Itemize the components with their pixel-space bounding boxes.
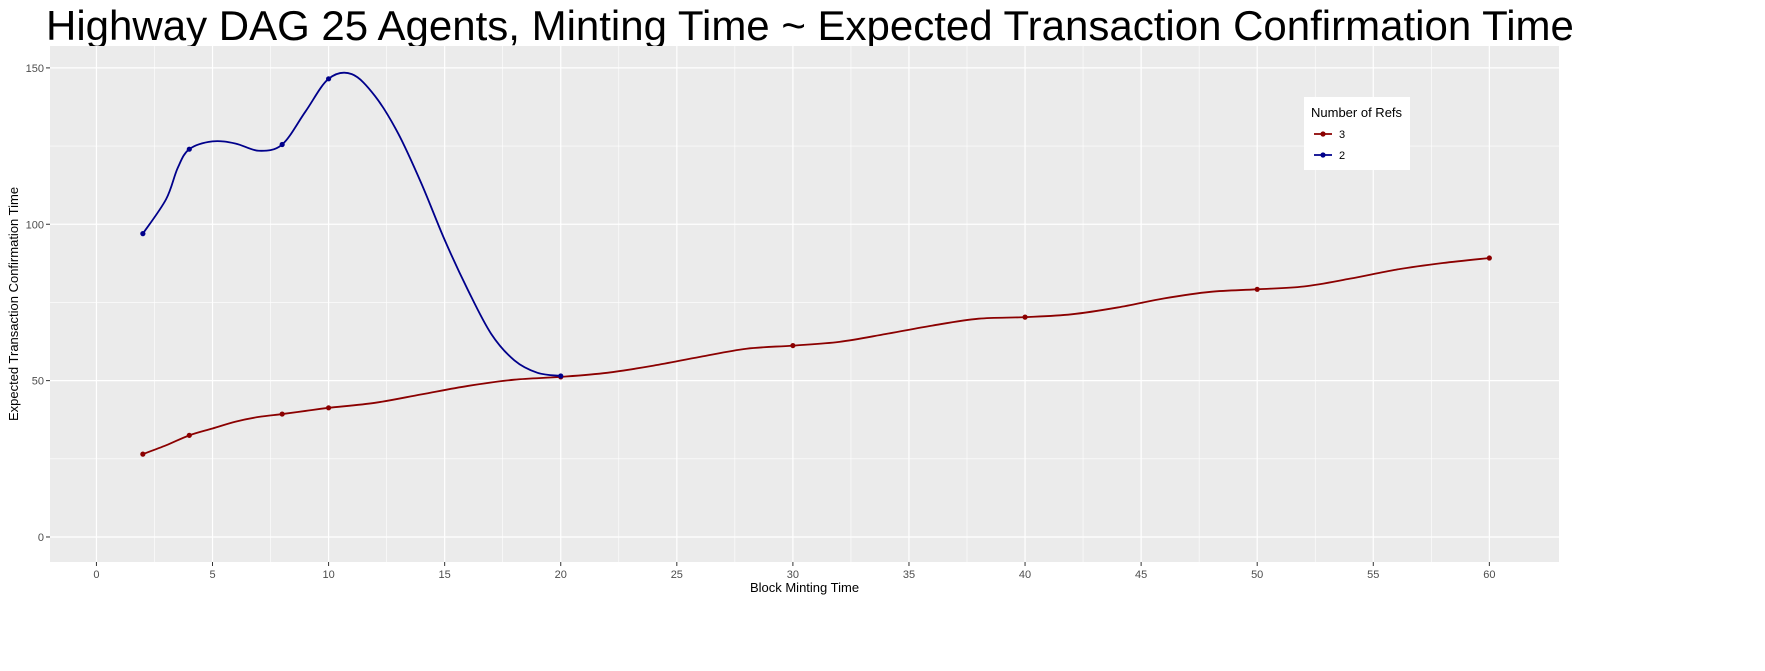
grid-lines [50, 46, 1559, 562]
data-point-2 [279, 141, 285, 148]
y-axis-title: Expected Transaction Confirmation Time [6, 187, 21, 421]
x-tick-label: 15 [439, 569, 451, 581]
y-tick-label: 100 [26, 219, 44, 231]
data-point-2 [325, 76, 332, 82]
x-tick-label: 60 [1483, 569, 1495, 581]
data-point-3 [279, 411, 285, 417]
x-axis-title: Block Minting Time [750, 580, 859, 595]
data-point-2 [558, 373, 564, 379]
x-tick-label: 30 [787, 569, 799, 581]
x-tick-label: 0 [93, 569, 99, 581]
y-tick-label: 50 [32, 376, 44, 388]
legend-key-point [1320, 131, 1326, 137]
legend-title: Number of Refs [1311, 105, 1403, 120]
x-tick-label: 20 [555, 569, 567, 581]
data-point-3 [1254, 286, 1260, 292]
legend: Number of Refs 3 2 [1304, 97, 1410, 170]
y-tick-label: 0 [38, 532, 44, 544]
data-point-3 [1486, 255, 1492, 261]
y-tick-label: 150 [26, 63, 44, 75]
x-tick-label: 25 [671, 569, 683, 581]
chart-title: Highway DAG 25 Agents, Minting Time ~ Ex… [46, 2, 1574, 49]
x-tick-label: 45 [1135, 569, 1147, 581]
data-point-2 [186, 146, 192, 152]
data-point-3 [186, 432, 192, 438]
x-tick-label: 10 [322, 569, 334, 581]
data-point-2 [140, 231, 146, 237]
series-points [140, 76, 1492, 457]
x-tick-label: 50 [1251, 569, 1263, 581]
x-tick-label: 55 [1367, 569, 1379, 581]
data-point-3 [1022, 314, 1028, 320]
x-tick-label: 40 [1019, 569, 1031, 581]
x-tick-label: 5 [209, 569, 215, 581]
legend-label: 3 [1339, 129, 1345, 141]
x-tick-label: 35 [903, 569, 915, 581]
legend-label: 2 [1339, 150, 1345, 162]
data-point-3 [140, 451, 146, 457]
data-point-3 [325, 405, 332, 411]
data-point-3 [790, 342, 796, 349]
series-line-3 [142, 257, 1490, 455]
axes: 0 5 10 15 20 25 30 35 40 45 50 55 60 0 50 100 150 [26, 63, 1496, 581]
legend-key-point [1320, 152, 1326, 158]
